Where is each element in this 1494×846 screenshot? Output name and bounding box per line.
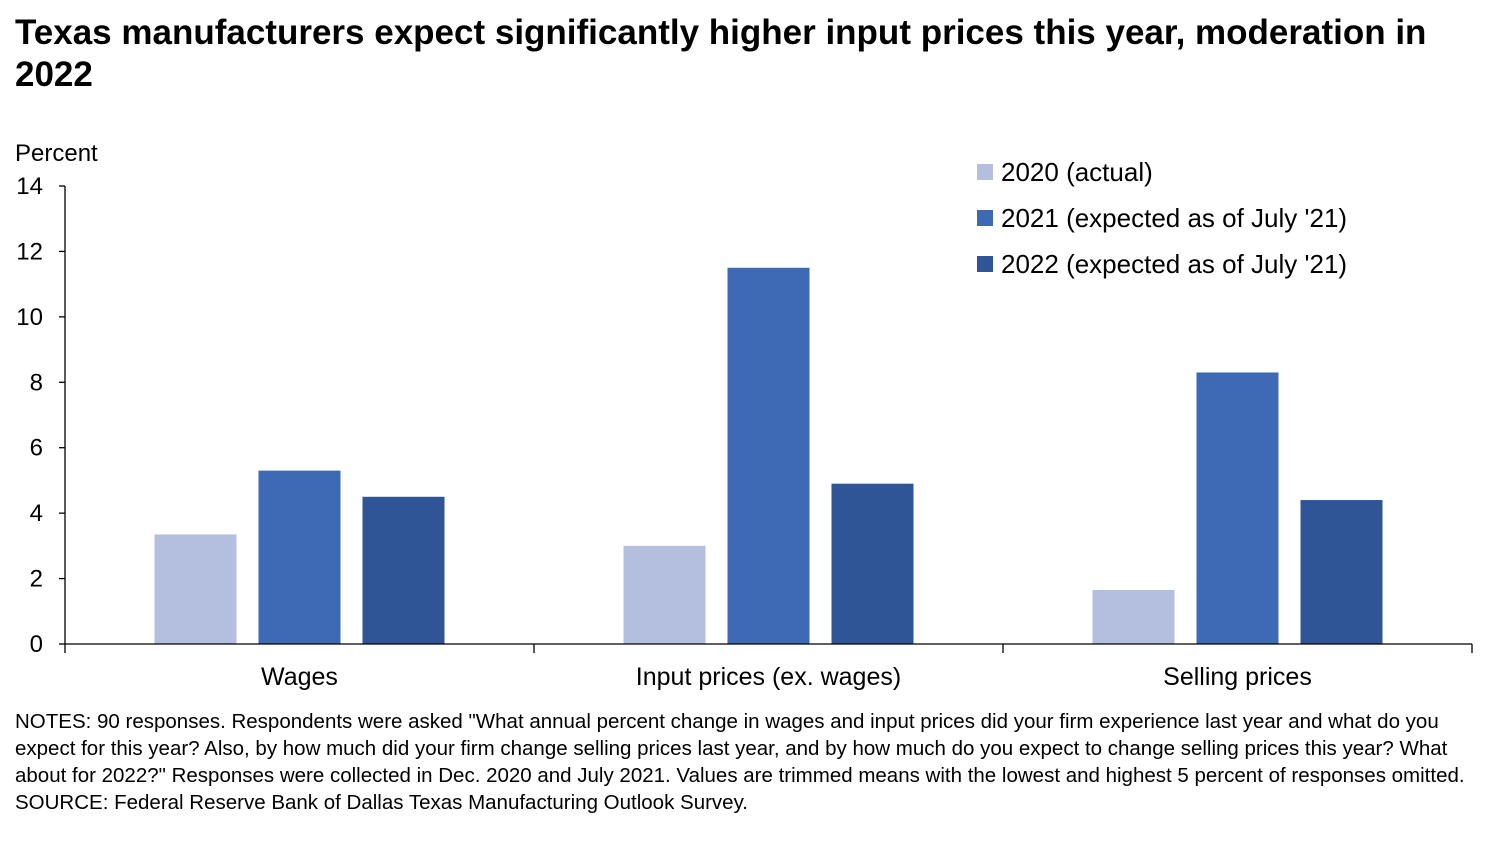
legend-swatch — [977, 256, 993, 272]
y-tick-label: 0 — [30, 631, 43, 658]
legend-swatch — [977, 164, 993, 180]
x-axis: Wages Input prices (ex. wages) Selling pri… — [64, 643, 1473, 691]
x-category-label: Input prices (ex. wages) — [636, 663, 901, 691]
y-tick-label: 10 — [16, 304, 43, 331]
y-tick-label: 14 — [16, 173, 43, 200]
x-category-label: Selling prices — [1163, 663, 1312, 691]
y-tick-label: 8 — [30, 369, 43, 396]
legend-swatch — [977, 210, 993, 226]
bar-chart: Percent 0 2 4 6 8 10 12 14 Wages Input prices (e… — [15, 140, 1473, 691]
legend-label: 2020 (actual) — [1001, 157, 1153, 187]
x-category-label: Wages — [261, 663, 338, 691]
bars-group — [154, 267, 1383, 644]
notes: NOTES: 90 responses. Respondents were as… — [15, 708, 1485, 816]
bar — [1092, 590, 1175, 644]
y-tick-label: 4 — [30, 500, 43, 527]
chart-title: Texas manufacturers expect significantly… — [15, 13, 1427, 94]
bar — [727, 267, 810, 644]
y-tick-label: 6 — [30, 435, 43, 462]
bar — [154, 534, 237, 644]
y-axis-title: Percent — [15, 140, 98, 167]
bar — [258, 470, 341, 644]
y-axis: 0 2 4 6 8 10 12 14 — [16, 173, 66, 658]
bar — [623, 545, 706, 644]
y-tick-label: 12 — [16, 238, 43, 265]
legend: 2020 (actual) 2021 (expected as of July '… — [977, 157, 1347, 279]
legend-label: 2021 (expected as of July '21) — [1001, 203, 1347, 233]
bar — [1196, 372, 1279, 644]
source-text: SOURCE: Federal Reserve Bank of Dallas T… — [15, 791, 749, 814]
bar — [831, 483, 914, 644]
notes-text: NOTES: 90 responses. Respondents were as… — [15, 710, 1465, 787]
y-tick-label: 2 — [30, 566, 43, 593]
legend-label: 2022 (expected as of July '21) — [1001, 249, 1347, 279]
bar — [1300, 500, 1383, 644]
bar — [362, 496, 445, 644]
